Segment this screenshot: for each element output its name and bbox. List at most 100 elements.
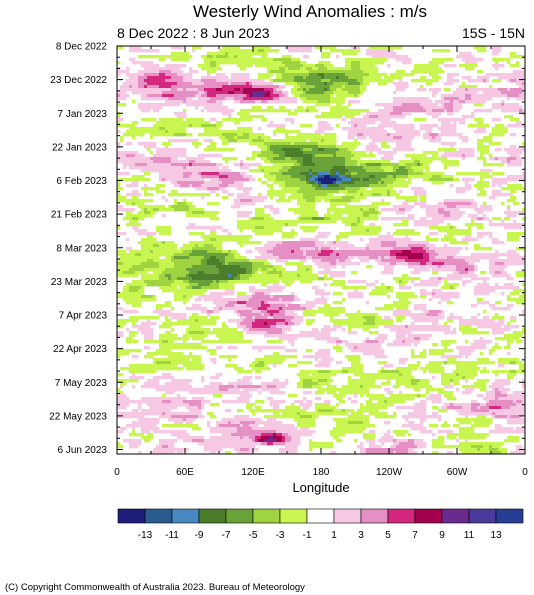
heatmap-cell	[129, 58, 133, 62]
heatmap-cell	[309, 64, 313, 68]
heatmap-cell	[429, 160, 433, 164]
heatmap-cell	[312, 163, 316, 167]
heatmap-cell	[342, 184, 346, 188]
heatmap-cell	[348, 100, 352, 104]
heatmap-cell	[375, 187, 379, 191]
heatmap-cell	[351, 199, 355, 203]
heatmap-cell	[465, 184, 469, 188]
heatmap-cell	[189, 88, 193, 92]
heatmap-cell	[462, 154, 466, 158]
heatmap-cell	[447, 106, 451, 110]
heatmap-cell	[285, 220, 289, 224]
heatmap-cell	[288, 49, 292, 53]
heatmap-cell	[198, 184, 202, 188]
heatmap-cell	[213, 55, 217, 59]
heatmap-cell	[408, 100, 412, 104]
heatmap-cell	[456, 202, 460, 206]
heatmap-cell	[501, 91, 505, 95]
heatmap-cell	[153, 160, 157, 164]
heatmap-cell	[327, 163, 331, 167]
heatmap-cell	[306, 172, 310, 176]
heatmap-cell	[492, 172, 496, 176]
heatmap-cell	[297, 76, 301, 80]
heatmap-cell	[270, 157, 274, 161]
heatmap-cell	[465, 91, 469, 95]
heatmap-cell	[402, 163, 406, 167]
heatmap-cell	[369, 52, 373, 56]
heatmap-cell	[168, 100, 172, 104]
heatmap-cell	[132, 136, 136, 140]
heatmap-cell	[297, 133, 301, 137]
heatmap-cell	[291, 154, 295, 158]
heatmap-cell	[258, 196, 262, 200]
heatmap-cell	[204, 64, 208, 68]
heatmap-cell	[441, 106, 445, 110]
heatmap-cell	[456, 103, 460, 107]
heatmap-cell	[177, 181, 181, 185]
heatmap-cell	[231, 46, 235, 50]
heatmap-cell	[333, 49, 337, 53]
heatmap-cell	[270, 91, 274, 95]
heatmap-cell	[270, 58, 274, 62]
heatmap-cell	[378, 151, 382, 155]
heatmap-cell	[225, 142, 229, 146]
heatmap-cell	[402, 115, 406, 119]
heatmap-cell	[420, 205, 424, 209]
heatmap-cell	[333, 184, 337, 188]
heatmap-cell	[228, 85, 232, 89]
heatmap-cell	[471, 88, 475, 92]
heatmap-cell	[180, 46, 184, 50]
heatmap-cell	[396, 211, 400, 215]
heatmap-cell	[519, 70, 523, 74]
heatmap-cell	[480, 169, 484, 173]
heatmap-cell	[201, 118, 205, 122]
heatmap-cell	[129, 127, 133, 131]
heatmap-cell	[372, 139, 376, 143]
heatmap-cell	[279, 181, 283, 185]
heatmap-cell	[405, 100, 409, 104]
heatmap-cell	[345, 184, 349, 188]
heatmap-cell	[222, 157, 226, 161]
heatmap-cell	[135, 79, 139, 83]
heatmap-cell	[363, 130, 367, 134]
heatmap-cell	[144, 106, 148, 110]
heatmap-cell	[429, 208, 433, 212]
heatmap-cell	[396, 205, 400, 209]
heatmap-cell	[453, 103, 457, 107]
heatmap-cell	[327, 211, 331, 215]
heatmap-cell	[135, 175, 139, 179]
heatmap-cell	[405, 154, 409, 158]
heatmap-cell	[468, 154, 472, 158]
heatmap-cell	[153, 55, 157, 59]
heatmap-cell	[264, 55, 268, 59]
heatmap-cell	[507, 73, 511, 77]
heatmap-cell	[141, 109, 145, 113]
heatmap-cell	[237, 187, 241, 191]
heatmap-cell	[261, 49, 265, 53]
heatmap-cell	[519, 160, 523, 164]
heatmap-cell	[147, 118, 151, 122]
heatmap-cell	[210, 103, 214, 107]
heatmap-cell	[294, 154, 298, 158]
heatmap-cell	[297, 178, 301, 182]
heatmap-cell	[306, 145, 310, 149]
heatmap-cell	[372, 136, 376, 140]
heatmap-cell	[270, 94, 274, 98]
heatmap-cell	[366, 181, 370, 185]
heatmap-cell	[477, 157, 481, 161]
heatmap-cell	[315, 214, 319, 218]
heatmap-cell	[363, 61, 367, 65]
heatmap-cell	[150, 103, 154, 107]
heatmap-cell	[387, 208, 391, 212]
heatmap-cell	[465, 181, 469, 185]
heatmap-cell	[135, 85, 139, 89]
heatmap-cell	[297, 187, 301, 191]
heatmap-cell	[213, 154, 217, 158]
heatmap-cell	[240, 115, 244, 119]
heatmap-cell	[162, 160, 166, 164]
heatmap-cell	[450, 133, 454, 137]
heatmap-cell	[120, 70, 124, 74]
heatmap-cell	[321, 148, 325, 152]
heatmap-cell	[267, 145, 271, 149]
heatmap-cell	[228, 175, 232, 179]
